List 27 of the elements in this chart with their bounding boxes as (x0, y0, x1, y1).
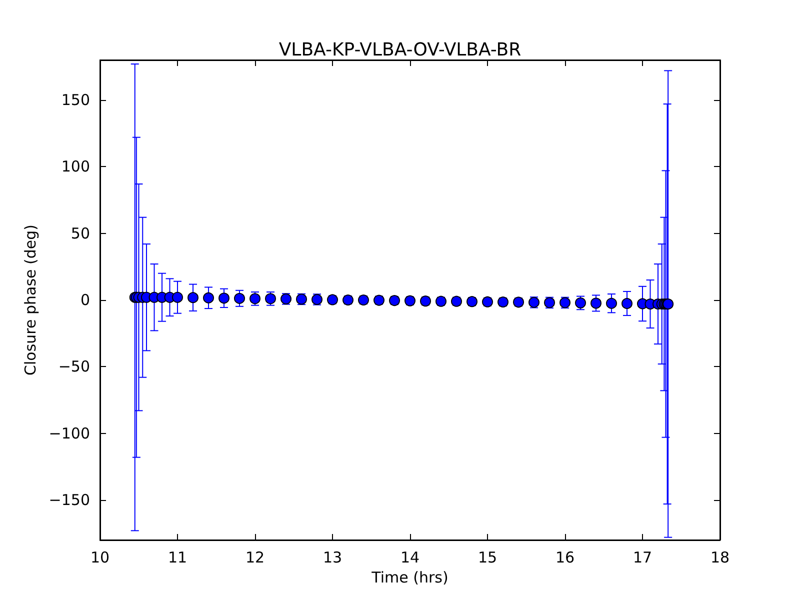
point (622, 298, 632, 309)
point (172, 292, 183, 303)
y-tick-label: −150 (48, 491, 90, 509)
y-axis-title: Closure phase (deg) (21, 224, 40, 376)
x-tick-label: 10 (90, 548, 110, 566)
point (606, 298, 617, 309)
point (188, 292, 198, 304)
x-tick-label: 14 (400, 548, 420, 566)
chart-title: VLBA-KP-VLBA-OV-VLBA-BR (278, 40, 522, 60)
x-tick-label: 13 (322, 548, 342, 566)
y-tick-label: 50 (70, 224, 90, 242)
x-tick-label: 12 (245, 548, 265, 566)
y-tick-label: −100 (48, 424, 90, 442)
y-tick-label: 150 (61, 91, 90, 109)
y-tick-label: 100 (61, 158, 90, 176)
point (590, 298, 602, 309)
y-tick-label: 0 (80, 291, 90, 309)
x-tick-label: 16 (555, 548, 575, 566)
point (203, 292, 214, 304)
x-axis-title: Time (hrs) (370, 568, 448, 586)
point (234, 292, 245, 304)
y-tick-label: −50 (58, 358, 90, 376)
point (218, 292, 230, 304)
x-tick-label: 11 (168, 548, 188, 566)
x-tick-label: 18 (710, 548, 730, 566)
x-tick-label: 17 (632, 548, 652, 566)
x-tick-label: 15 (478, 548, 498, 566)
